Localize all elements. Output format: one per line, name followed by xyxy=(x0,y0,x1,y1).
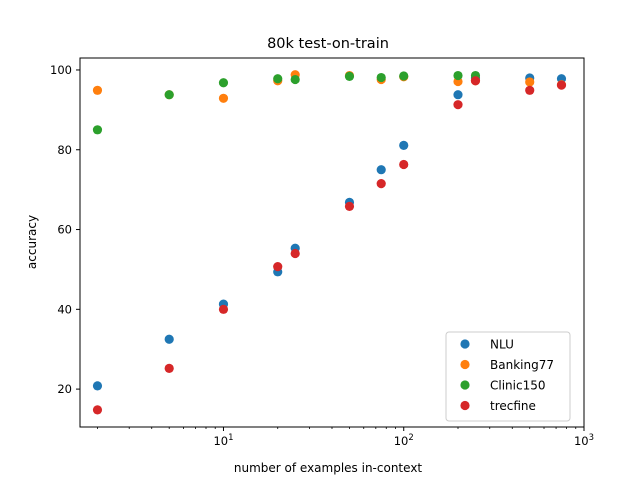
legend-label-trecfine: trecfine xyxy=(490,399,536,413)
y-tick-label: 40 xyxy=(57,302,72,316)
data-point-trecfine xyxy=(218,304,229,314)
data-point-trecfine xyxy=(92,405,103,415)
y-tick-label: 80 xyxy=(57,143,72,157)
data-point-clinic150 xyxy=(344,71,355,81)
x-tick-base: 10 xyxy=(394,434,409,448)
data-point-banking77 xyxy=(525,77,535,87)
legend-box xyxy=(445,331,571,422)
x-tick-label: 101 xyxy=(213,433,233,448)
legend-label-banking77: Banking77 xyxy=(490,358,554,372)
chart-title: 80k test-on-train xyxy=(267,36,389,52)
y-tick-label: 60 xyxy=(57,223,72,237)
data-point-trecfine xyxy=(290,248,300,259)
data-point-clinic150 xyxy=(164,90,174,100)
x-tick-exponent: 1 xyxy=(228,433,233,443)
data-point-trecfine xyxy=(470,76,481,86)
data-point-trecfine xyxy=(399,159,409,170)
data-point-banking77 xyxy=(218,93,229,103)
data-point-trecfine xyxy=(273,262,283,272)
legend-marker-banking77 xyxy=(460,359,470,370)
data-point-nlu xyxy=(92,381,103,391)
data-point-banking77 xyxy=(92,85,103,95)
data-points xyxy=(92,70,567,415)
data-point-nlu xyxy=(399,140,409,150)
x-tick-base: 10 xyxy=(574,434,589,448)
data-point-clinic150 xyxy=(218,78,229,88)
data-point-clinic150 xyxy=(92,125,103,135)
legend: NLU Banking77 Clinic150 trecfine xyxy=(445,331,571,422)
data-point-trecfine xyxy=(556,80,567,90)
legend-marker-trecfine xyxy=(460,400,470,411)
data-point-trecfine xyxy=(344,201,355,211)
data-point-nlu xyxy=(376,165,386,175)
x-tick-base: 10 xyxy=(213,434,228,448)
data-point-trecfine xyxy=(453,100,463,110)
data-point-clinic150 xyxy=(376,72,386,83)
legend-label-clinic150: Clinic150 xyxy=(490,379,546,393)
data-point-clinic150 xyxy=(453,70,463,81)
data-point-trecfine xyxy=(164,363,174,373)
data-point-clinic150 xyxy=(290,74,300,85)
legend-marker-nlu xyxy=(460,339,470,349)
y-axis-label: accuracy xyxy=(25,215,39,269)
x-axis-label: number of examples in-context xyxy=(234,461,423,475)
x-tick-exponent: 2 xyxy=(408,433,413,443)
legend-label-nlu: NLU xyxy=(490,338,514,352)
data-point-clinic150 xyxy=(273,74,283,84)
data-point-trecfine xyxy=(376,179,386,189)
data-point-nlu xyxy=(164,334,174,344)
legend-marker-clinic150 xyxy=(460,380,470,390)
data-point-trecfine xyxy=(525,85,535,95)
x-tick-label: 102 xyxy=(394,433,414,448)
y-tick-label: 100 xyxy=(50,63,72,77)
data-point-clinic150 xyxy=(399,71,409,81)
y-tick-label: 20 xyxy=(57,382,72,396)
data-point-nlu xyxy=(453,90,463,100)
x-tick-exponent: 3 xyxy=(589,433,594,443)
x-tick-label: 103 xyxy=(574,433,594,448)
